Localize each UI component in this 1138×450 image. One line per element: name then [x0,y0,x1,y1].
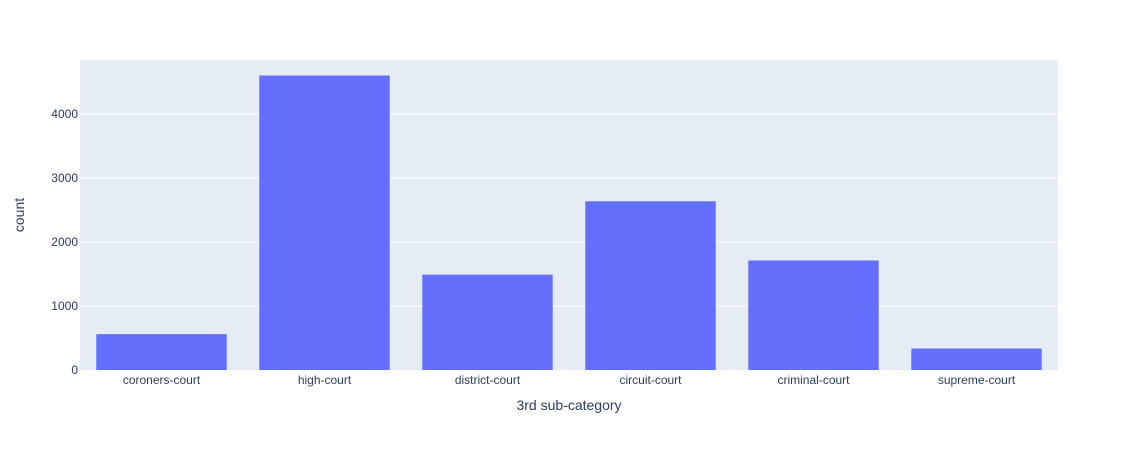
y-tick-label: 2000 [51,235,78,249]
bar-criminal-court[interactable] [748,260,879,370]
x-tick-label-criminal-court: criminal-court [777,373,850,387]
y-tick-labels: 0 1000 2000 3000 4000 [51,107,78,377]
plot-background [80,60,1058,370]
x-tick-label-circuit-court: circuit-court [619,373,682,387]
bar-coroners-court[interactable] [96,334,227,370]
bar-circuit-court[interactable] [585,201,716,370]
y-axis-title: count [11,198,27,232]
x-tick-label-supreme-court: supreme-court [938,373,1016,387]
x-axis-title: 3rd sub-category [516,397,621,413]
bars [96,75,1042,371]
bar-district-court[interactable] [422,274,553,370]
x-tick-label-district-court: district-court [455,373,521,387]
grid-lines [80,113,1058,307]
y-tick-label: 3000 [51,171,78,185]
y-tick-label: 4000 [51,107,78,121]
x-tick-label-coroners-court: coroners-court [123,373,201,387]
x-tick-label-high-court: high-court [298,373,352,387]
y-tick-label: 1000 [51,299,78,313]
y-tick-label: 0 [71,363,78,377]
x-tick-labels: coroners-court high-court district-court ci… [123,373,1016,387]
bar-supreme-court[interactable] [911,348,1042,370]
bar-high-court[interactable] [259,75,390,371]
